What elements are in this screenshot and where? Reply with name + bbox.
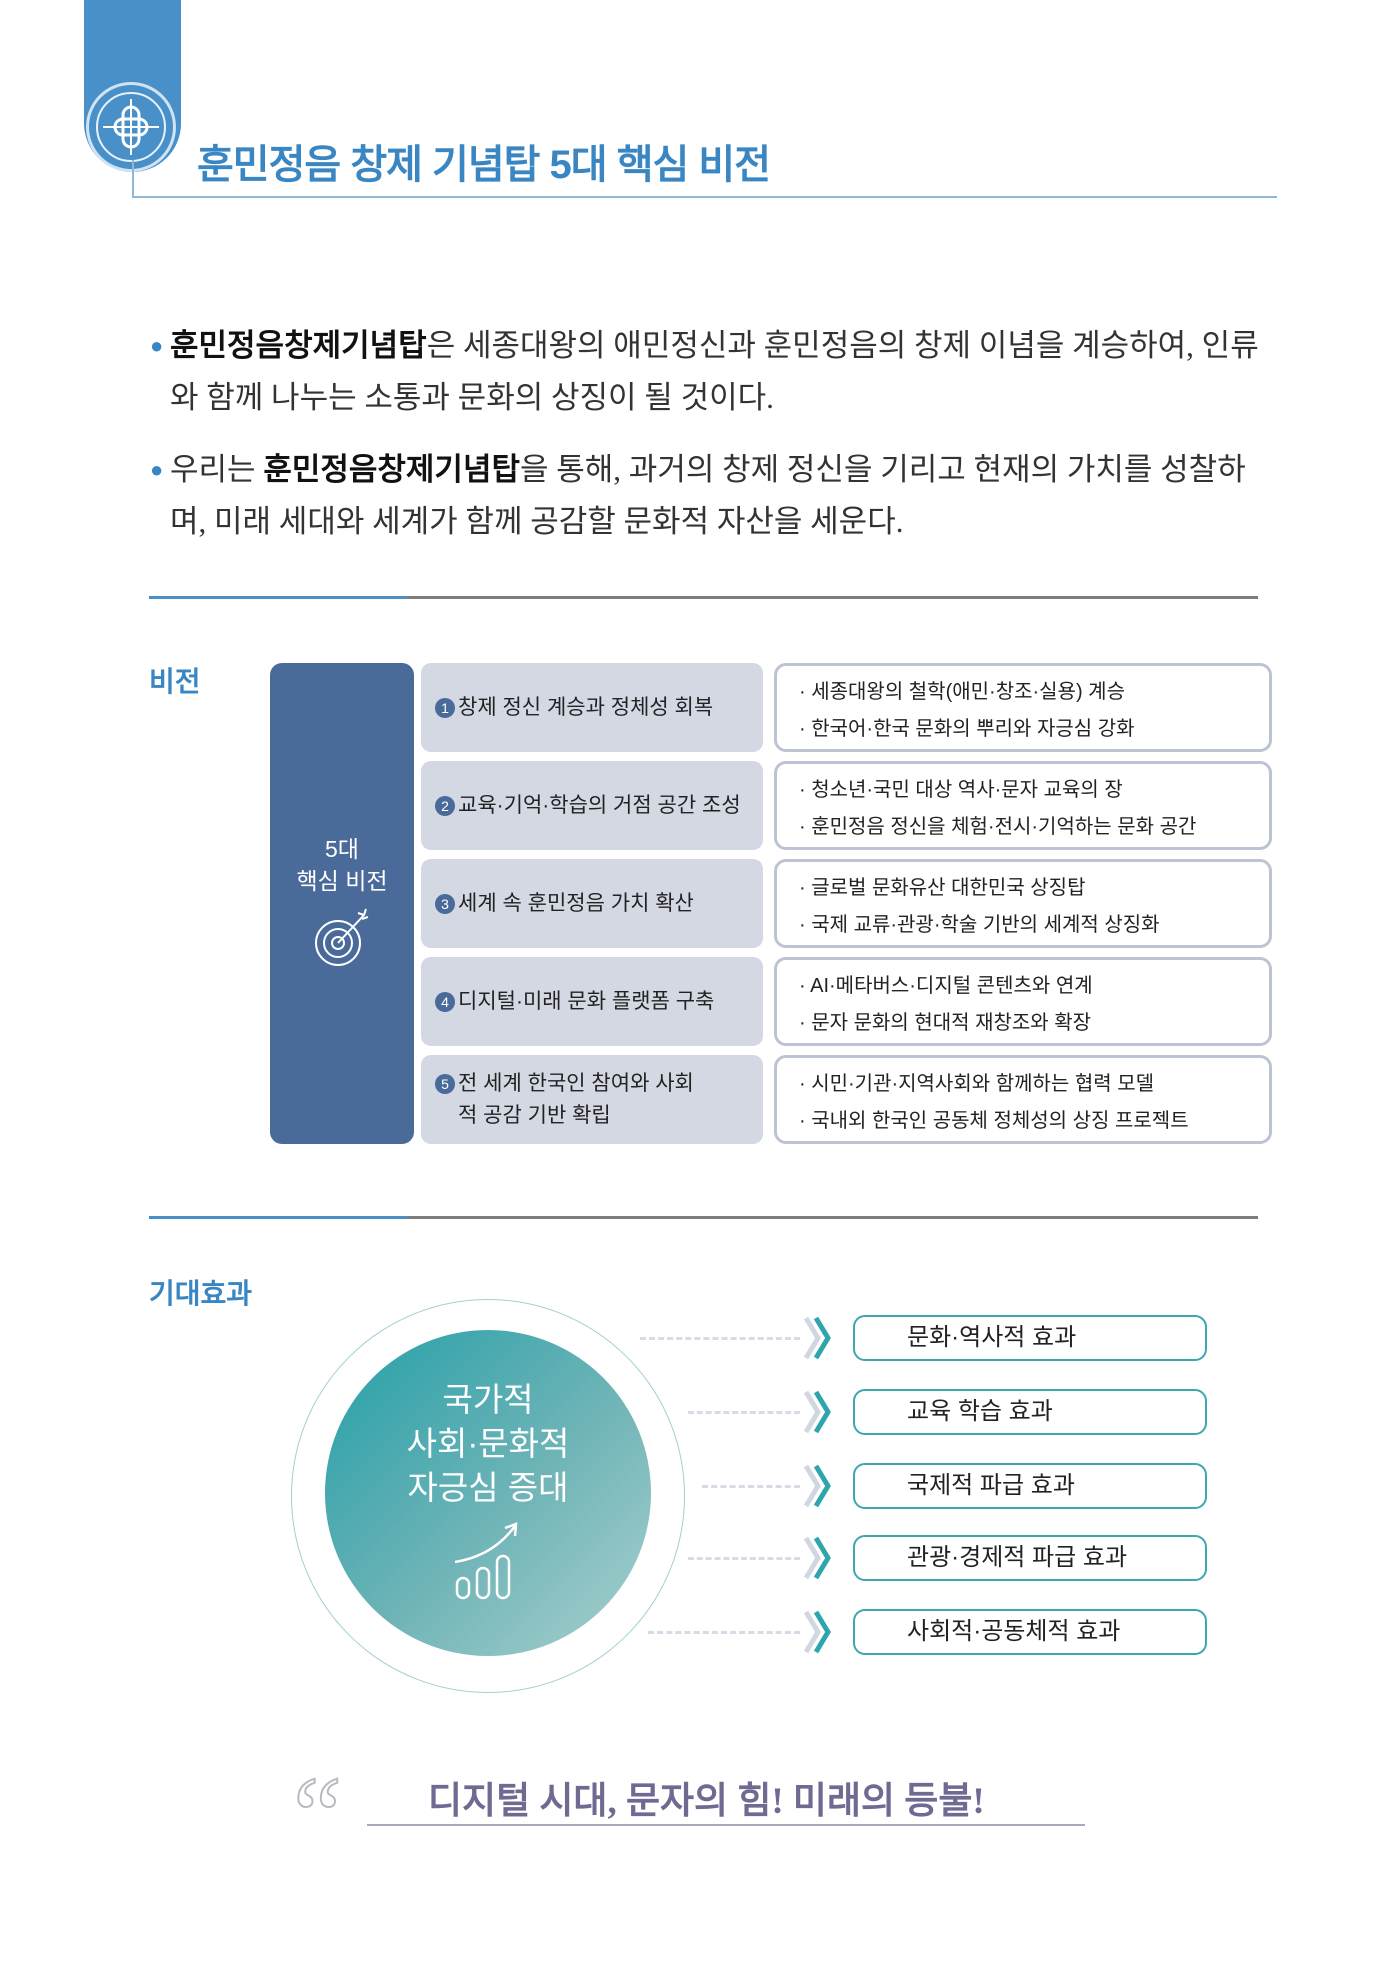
header-vertical-rule — [132, 160, 134, 198]
vision-item-details: · 세종대왕의 철학(애민·창조·실용) 계승 · 한국어·한국 문화의 뿌리와 … — [774, 663, 1272, 752]
slogan-underline — [367, 1824, 1085, 1826]
vision-item-details: · AI·메타버스·디지털 콘텐츠와 연계 · 문자 문화의 현대적 재창조와 확… — [774, 957, 1272, 1046]
detail-point: · 문자 문화의 현대적 재창조와 확장 — [799, 1012, 1092, 1034]
effect-item: 관광·경제적 파급 효과 — [853, 1535, 1207, 1581]
quote-mark-icon: “ — [292, 1754, 343, 1876]
number-badge: 5 — [435, 1073, 455, 1094]
target-arrow-icon — [312, 905, 376, 974]
effect-item: 사회적·공동체적 효과 — [853, 1609, 1207, 1655]
column-label: 핵심 비전 — [296, 868, 388, 894]
effect-item: 문화·역사적 효과 — [853, 1315, 1207, 1361]
bullet-bold-text: 훈민정음창제기념탑 — [263, 452, 520, 487]
vision-item-title: 2 교육·기억·학습의 거점 공간 조성 — [421, 761, 763, 850]
chevron-right-icon — [803, 1464, 831, 1508]
chevron-right-icon — [803, 1610, 831, 1654]
vision-label: 비전 — [149, 666, 201, 697]
growth-chart-icon — [453, 1520, 523, 1607]
intro-bullet: ● 우리는 훈민정음창제기념탑을 통해, 과거의 창제 정신을 기리고 현재의 … — [150, 444, 1270, 548]
number-badge: 3 — [435, 893, 455, 914]
section-divider — [149, 1216, 1258, 1219]
title-underline — [132, 196, 1277, 198]
detail-point: · 국제 교류·관광·학술 기반의 세계적 상징화 — [799, 914, 1160, 936]
vision-item-details: · 글로벌 문화유산 대한민국 상징탑 · 국제 교류·관광·학술 기반의 세계적… — [774, 859, 1272, 948]
bullet-text: 우리는 — [170, 452, 264, 487]
detail-point: · 세종대왕의 철학(애민·창조·실용) 계승 — [799, 681, 1125, 703]
center-text: 국가적 — [442, 1381, 534, 1418]
detail-point: · 한국어·한국 문화의 뿌리와 자긍심 강화 — [799, 718, 1135, 740]
number-badge: 2 — [435, 795, 455, 816]
connector-dash — [648, 1631, 800, 1634]
detail-point: · 훈민정음 정신을 체험·전시·기억하는 문화 공간 — [799, 816, 1197, 838]
detail-point: · AI·메타버스·디지털 콘텐츠와 연계 — [799, 975, 1093, 997]
vision-item-details: · 시민·기관·지역사회와 함께하는 협력 모델 · 국내외 한국인 공동체 정체… — [774, 1055, 1272, 1144]
vision-item-details: · 청소년·국민 대상 역사·문자 교육의 장 · 훈민정음 정신을 체험·전시·… — [774, 761, 1272, 850]
number-badge: 1 — [435, 697, 455, 718]
detail-point: · 국내외 한국인 공동체 정체성의 상징 프로젝트 — [799, 1110, 1189, 1132]
bullet-text: 은 세종대왕의 애민정신과 훈민정음의 창제 이념을 계승하여, 인류와 함께 … — [170, 328, 1259, 415]
detail-point: · 글로벌 문화유산 대한민국 상징탑 — [799, 877, 1086, 899]
chevron-right-icon — [803, 1536, 831, 1580]
effects-label: 기대효과 — [149, 1278, 253, 1309]
effect-item: 국제적 파급 효과 — [853, 1463, 1207, 1509]
vision-title-text: 디지털·미래 문화 플랫폼 구축 — [458, 989, 715, 1013]
detail-point: · 청소년·국민 대상 역사·문자 교육의 장 — [799, 779, 1123, 801]
connector-dash — [702, 1485, 800, 1488]
connector-dash — [640, 1337, 800, 1340]
chevron-right-icon — [803, 1390, 831, 1434]
bullet-text: 을 통해, 과거의 창제 정신을 기리고 현재의 가치를 성찰하며, 미래 세대… — [170, 452, 1246, 539]
vision-title-text: 교육·기억·학습의 거점 공간 조성 — [458, 793, 741, 817]
chevron-right-icon — [803, 1316, 831, 1360]
center-text: 자긍심 증대 — [407, 1469, 569, 1506]
detail-point: · 시민·기관·지역사회와 함께하는 협력 모델 — [799, 1073, 1155, 1095]
intro-bullet: ● 훈민정음창제기념탑은 세종대왕의 애민정신과 훈민정음의 창제 이념을 계승… — [150, 320, 1270, 424]
bullet-dot-icon: ● — [150, 457, 164, 482]
center-text: 사회·문화적 — [406, 1425, 570, 1462]
bullet-bold-text: 훈민정음창제기념탑 — [170, 328, 427, 363]
effect-item: 교육 학습 효과 — [853, 1389, 1207, 1435]
page-title: 훈민정음 창제 기념탑 5대 핵심 비전 — [197, 143, 771, 187]
column-label: 5대 — [325, 836, 359, 862]
connector-dash — [688, 1557, 800, 1560]
section-divider — [149, 596, 1258, 599]
number-badge: 4 — [435, 991, 455, 1012]
bullet-dot-icon: ● — [150, 333, 164, 358]
vision-item-title: 4 디지털·미래 문화 플랫폼 구축 — [421, 957, 763, 1046]
effects-outer-ring — [291, 1299, 685, 1693]
vision-title-text: 전 세계 한국인 참여와 사회적 공감 기반 확립 — [458, 1071, 694, 1127]
vision-title-text: 세계 속 훈민정음 가치 확산 — [458, 891, 694, 915]
vision-item-title: 1 창제 정신 계승과 정체성 회복 — [421, 663, 763, 752]
slogan-text: 디지털 시대, 문자의 힘! 미래의 등불! — [428, 1781, 985, 1822]
connector-dash — [688, 1411, 800, 1414]
hangul-emblem-icon — [86, 82, 176, 172]
vision-title-text: 창제 정신 계승과 정체성 회복 — [458, 695, 714, 719]
vision-item-title: 3 세계 속 훈민정음 가치 확산 — [421, 859, 763, 948]
